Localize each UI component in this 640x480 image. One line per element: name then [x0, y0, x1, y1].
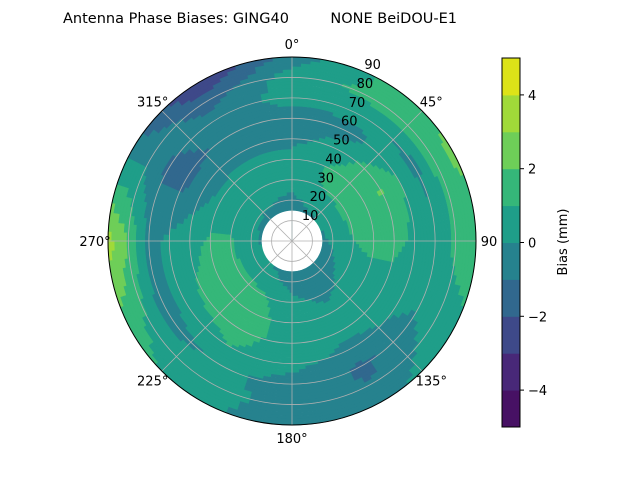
contour-band-segment: [291, 194, 298, 199]
radial-tick-labels: 10 20 30 40 50 60 70 80 90: [302, 58, 381, 224]
angle-tick-label: 135°: [416, 374, 447, 389]
contour-band-segment: [291, 142, 298, 147]
angle-tick-label: 90: [481, 235, 498, 250]
radial-tick-label: 10: [302, 209, 319, 224]
angle-tick-labels: 0° 45° 90 135° 180° 225° 270° 315°: [79, 38, 497, 447]
radial-tick-label: 20: [310, 190, 327, 205]
colorbar-label: Bias (mm): [556, 209, 571, 276]
radial-tick-label: 70: [349, 96, 366, 111]
colorbar-band: [502, 131, 520, 170]
colorbar-tick-label: 0: [528, 237, 536, 252]
colorbar-tick-label: −4: [528, 384, 547, 399]
colorbar-tick-label: −2: [528, 310, 547, 325]
angular-gridline: [291, 240, 423, 372]
contour-band-segment: [110, 240, 115, 251]
polar-frame: [107, 56, 477, 426]
angle-tick-label: 180°: [276, 432, 307, 447]
colorbar-tick-label: 2: [528, 163, 536, 178]
colorbar-tick-label: 4: [528, 89, 536, 104]
contour-band-segment: [291, 62, 302, 67]
colorbar-band: [502, 242, 520, 280]
angular-gridline: [161, 240, 293, 372]
colorbar-band: [502, 390, 520, 428]
colorbar-band: [502, 205, 520, 243]
angle-tick-label: 0°: [285, 38, 300, 53]
colorbar-band: [502, 168, 520, 207]
radial-tick-label: 80: [357, 77, 374, 92]
radial-tick-label: 60: [341, 115, 358, 130]
colorbar-band: [502, 58, 520, 96]
colorbar-band: [502, 316, 520, 354]
radial-tick-label: 50: [333, 134, 350, 149]
radial-tick-label: 30: [317, 171, 334, 186]
radial-tick-label: 40: [325, 152, 342, 167]
angular-gridline: [291, 110, 423, 242]
radial-tick-label: 90: [364, 58, 381, 73]
contour-band-segment: [286, 191, 293, 196]
angle-tick-label: 315°: [137, 96, 168, 111]
angle-tick-label: 225°: [137, 374, 168, 389]
colorbar: −4 −2 0 2 4: [501, 57, 547, 428]
colorbar-band: [502, 279, 520, 317]
chart-title: Antenna Phase Biases: GING40 NONE BeiDOU…: [63, 11, 457, 27]
angle-tick-label: 45°: [420, 96, 443, 111]
colorbar-band: [502, 94, 520, 133]
polar-grid: [108, 57, 476, 425]
angle-tick-label: 270°: [79, 235, 110, 250]
contour-band-segment: [282, 68, 293, 73]
colorbar-band: [502, 353, 520, 391]
angular-gridline: [161, 110, 293, 242]
